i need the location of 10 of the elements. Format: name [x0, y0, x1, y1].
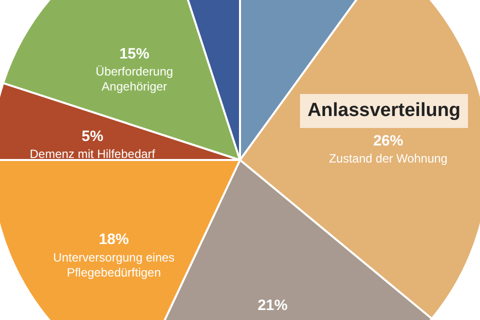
data-label: 21%	[258, 296, 288, 314]
data-label: 5%	[82, 128, 104, 145]
slice-label: Unterversorgung eines Pflegebedürftigen	[53, 250, 175, 280]
text: Anlassverteilung	[300, 94, 468, 128]
slice-label: Zustand der Wohnung	[328, 152, 448, 166]
data-label: 26%	[373, 132, 404, 150]
slice-label: Überforderung Angehöriger	[96, 64, 174, 94]
slice-label: Demenz mit Hilfebedarf	[30, 146, 156, 161]
data-label: 18%	[98, 231, 129, 248]
data-label: 15%	[119, 46, 150, 62]
